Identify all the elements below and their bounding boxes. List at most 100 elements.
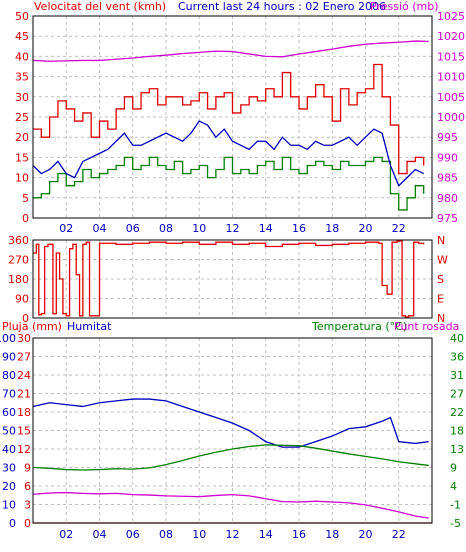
wind-pressure-panel: 0510152025303540455097598098599099510001… [15, 10, 465, 235]
wind-gust-series [33, 63, 425, 175]
climate-x-tick-5: 12 [226, 528, 240, 541]
humidity-tick-9: 90 [2, 351, 16, 364]
wind-x-tick-7: 16 [292, 222, 306, 235]
temperature-tick-3: 9 [450, 462, 457, 475]
wind-frame [32, 15, 433, 219]
humidity-tick-1: 10 [2, 499, 16, 512]
pressure-tick-0: 975 [437, 212, 458, 225]
wind-x-tick-1: 04 [93, 222, 107, 235]
rain-tick-2: 6 [24, 480, 31, 493]
wind-x-tick-9: 20 [359, 222, 373, 235]
pressure-tick-8: 1015 [437, 50, 465, 63]
humidity-tick-2: 20 [2, 480, 16, 493]
climate-x-tick-9: 20 [359, 528, 373, 541]
wind-average-series [33, 156, 425, 211]
pressure-tick-2: 985 [437, 172, 458, 185]
humidity-tick-4: 40 [2, 443, 16, 456]
wind-speed-tick-6: 30 [15, 91, 29, 104]
climate-x-tick-8: 18 [325, 528, 339, 541]
rain-tick-3: 9 [24, 462, 31, 475]
compass-tick-3: W [437, 254, 448, 267]
direction-tick-3: 270 [8, 254, 29, 267]
temperature-tick-0: -5 [450, 517, 461, 530]
temperature-series [32, 444, 429, 471]
wind-speed-tick-3: 15 [15, 151, 29, 164]
compass-tick-4: N [437, 234, 445, 247]
humidity-tick-8: 80 [2, 369, 16, 382]
wind-x-tick-0: 02 [59, 222, 73, 235]
humidity-tick-6: 60 [2, 406, 16, 419]
direction-tick-1: 90 [15, 293, 29, 306]
temperature-tick-10: 40 [450, 332, 464, 345]
wind-speed-tick-10: 50 [15, 10, 29, 23]
direction-tick-4: 360 [8, 234, 29, 247]
temperature-tick-9: 36 [450, 351, 464, 364]
rain-axis-title: Pluja (mm) [2, 320, 62, 333]
wind-speed-tick-0: 0 [22, 212, 29, 225]
pressure-tick-5: 1000 [437, 111, 465, 124]
humidity-axis-title: Humitat [67, 320, 112, 333]
rain-humidity-temperature-panel: 0102030405060708090100036912151821242730… [0, 332, 464, 541]
wind-x-tick-2: 06 [126, 222, 140, 235]
climate-x-tick-3: 08 [159, 528, 173, 541]
wind-x-tick-4: 10 [192, 222, 206, 235]
rain-tick-10: 30 [17, 332, 31, 345]
wind-x-tick-5: 12 [226, 222, 240, 235]
compass-tick-0: N [437, 312, 445, 325]
temperature-tick-2: 4 [450, 480, 457, 493]
dewpoint-axis-title: Punt rosada [394, 320, 459, 333]
rain-tick-1: 3 [24, 499, 31, 512]
wind-x-tick-3: 08 [159, 222, 173, 235]
pressure-tick-10: 1025 [437, 10, 465, 23]
wind-mean-series [32, 120, 424, 187]
temperature-tick-1: -1 [450, 499, 461, 512]
direction-tick-0: 0 [22, 312, 29, 325]
dewpoint-series [32, 491, 429, 519]
temperature-tick-8: 31 [450, 369, 464, 382]
compass-tick-2: S [437, 273, 444, 286]
wind-speed-tick-8: 40 [15, 50, 29, 63]
humidity-tick-3: 30 [2, 462, 16, 475]
direction-tick-2: 180 [8, 273, 29, 286]
rain-tick-4: 12 [17, 443, 31, 456]
temperature-axis-title: Temperatura (°C) [311, 320, 407, 333]
temperature-tick-4: 13 [450, 443, 464, 456]
wind-speed-axis-title: Velocitat del vent (kmh) [34, 0, 166, 13]
compass-tick-1: E [437, 293, 444, 306]
chart-title: Current last 24 hours : 02 Enero 2006 [178, 0, 386, 13]
rain-tick-0: 0 [24, 517, 31, 530]
wind-speed-tick-9: 45 [15, 30, 29, 43]
wind-speed-tick-1: 5 [22, 192, 29, 205]
wind-speed-tick-5: 25 [15, 111, 29, 124]
pressure-tick-7: 1010 [437, 71, 465, 84]
rain-tick-6: 18 [17, 406, 31, 419]
wind-direction-series [33, 240, 425, 318]
climate-x-tick-2: 06 [126, 528, 140, 541]
wind-x-tick-8: 18 [325, 222, 339, 235]
rain-tick-9: 27 [17, 351, 31, 364]
direction-frame [32, 239, 433, 319]
pressure-tick-6: 1005 [437, 91, 465, 104]
wind-speed-tick-4: 20 [15, 131, 29, 144]
humidity-series [32, 398, 429, 448]
climate-x-tick-7: 16 [292, 528, 306, 541]
humidity-tick-10: 100 [0, 332, 16, 345]
wind-x-tick-10: 22 [392, 222, 406, 235]
rain-tick-5: 15 [17, 425, 31, 438]
pressure-tick-9: 1020 [437, 30, 465, 43]
climate-x-tick-1: 04 [93, 528, 107, 541]
humidity-tick-5: 50 [2, 425, 16, 438]
climate-x-tick-0: 02 [59, 528, 73, 541]
humidity-tick-0: 0 [9, 517, 16, 530]
pressure-tick-3: 990 [437, 151, 458, 164]
climate-x-tick-4: 10 [192, 528, 206, 541]
wind-speed-tick-7: 35 [15, 71, 29, 84]
climate-x-tick-6: 14 [259, 528, 273, 541]
pressure-tick-4: 995 [437, 131, 458, 144]
temperature-tick-7: 27 [450, 388, 464, 401]
temperature-tick-5: 18 [450, 425, 464, 438]
pressure-tick-1: 980 [437, 192, 458, 205]
